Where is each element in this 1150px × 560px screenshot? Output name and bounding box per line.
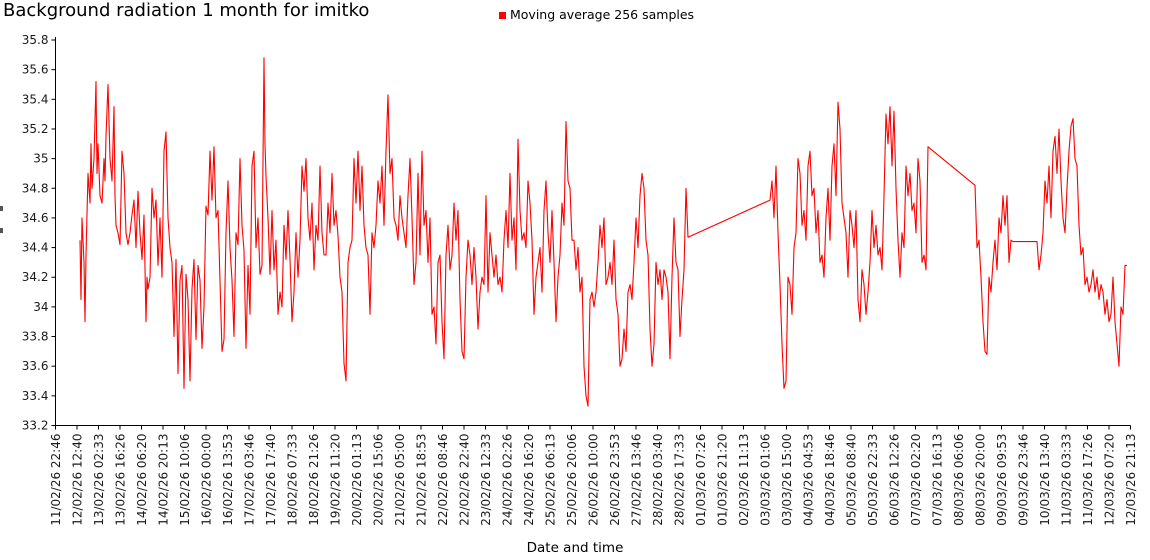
- x-tick-label: 21/02/26 18:53: [415, 434, 429, 526]
- x-tick-label: 05/03/26 08:40: [845, 434, 859, 526]
- x-tick-label: 11/02/26 22:46: [49, 434, 63, 526]
- y-tick-label: 35: [33, 152, 48, 166]
- x-tick-label: 01/03/26 07:26: [694, 434, 708, 526]
- x-tick-label: 12/02/26 12:40: [71, 434, 85, 526]
- legend-label: Moving average 256 samples: [510, 7, 695, 22]
- x-tick-label: 18/02/26 21:26: [307, 434, 321, 526]
- y-tick-label: 35.6: [22, 63, 49, 77]
- y-tick-label: 33.6: [22, 359, 49, 373]
- x-tick-label: 14/02/26 06:20: [135, 434, 149, 526]
- x-tick-label: 26/02/26 23:53: [608, 434, 622, 526]
- y-tick-label: 33.2: [22, 419, 49, 433]
- legend-marker-square: [499, 11, 506, 19]
- x-tick-label: 08/03/26 20:00: [974, 434, 988, 526]
- y-axis-title-fragment: [0, 228, 3, 233]
- y-tick-label: 34.8: [22, 181, 49, 195]
- y-tick-label: 34.4: [22, 241, 49, 255]
- y-tick-label: 33.8: [22, 330, 49, 344]
- y-tick-label: 34.6: [22, 211, 49, 225]
- y-axis-title-fragment: [0, 206, 3, 211]
- x-tick-label: 02/03/26 11:13: [737, 434, 751, 526]
- x-tick-label: 25/02/26 20:06: [565, 434, 579, 526]
- x-axis-title: Date and time: [526, 540, 624, 556]
- x-tick-label: 14/02/26 20:13: [157, 434, 171, 526]
- x-tick-label: 15/02/26 10:06: [178, 434, 192, 526]
- x-tick-label: 13/02/26 16:26: [114, 434, 128, 526]
- x-tick-label: 07/03/26 02:20: [909, 434, 923, 526]
- chart-title: Background radiation 1 month for imitko: [3, 0, 370, 21]
- x-tick-label: 09/03/26 09:53: [995, 434, 1009, 526]
- x-tick-label: 04/03/26 18:46: [823, 434, 837, 526]
- y-tick-label: 35.8: [22, 33, 49, 47]
- x-tick-label: 12/03/26 07:20: [1103, 434, 1117, 526]
- x-tick-label: 06/03/26 12:26: [888, 434, 902, 526]
- y-tick-label: 34: [33, 300, 48, 314]
- x-tick-label: 22/02/26 22:40: [458, 434, 472, 526]
- x-tick-label: 13/02/26 02:33: [92, 434, 106, 526]
- x-tick-label: 05/03/26 22:33: [866, 434, 880, 526]
- x-tick-label: 16/02/26 00:00: [200, 434, 214, 526]
- x-tick-label: 20/02/26 01:13: [350, 434, 364, 526]
- x-tick-label: 17/02/26 17:40: [264, 434, 278, 526]
- x-tick-label: 08/03/26 06:06: [952, 434, 966, 526]
- x-tick-label: 09/03/26 23:46: [1017, 434, 1031, 526]
- x-tick-label: 04/03/26 04:53: [802, 434, 816, 526]
- x-tick-label: 17/02/26 03:46: [243, 434, 257, 526]
- x-tick-label: 07/03/26 16:13: [931, 434, 945, 526]
- x-tick-label: 03/03/26 01:06: [759, 434, 773, 526]
- x-tick-label: 21/02/26 05:00: [393, 434, 407, 526]
- x-tick-label: 28/02/26 17:33: [673, 434, 687, 526]
- x-tick-label: 12/03/26 21:13: [1124, 434, 1138, 526]
- y-tick-label: 35.4: [22, 92, 49, 106]
- x-tick-label: 26/02/26 10:00: [587, 434, 601, 526]
- x-tick-label: 24/02/26 02:26: [501, 434, 515, 526]
- y-tick-label: 34.2: [22, 270, 49, 284]
- series-line: [79, 57, 1127, 407]
- x-tick-label: 25/02/26 06:13: [544, 434, 558, 526]
- x-tick-label: 24/02/26 16:20: [522, 434, 536, 526]
- x-tick-label: 27/02/26 13:46: [630, 434, 644, 526]
- y-tick-label: 33.4: [22, 389, 49, 403]
- x-tick-label: 16/02/26 13:53: [221, 434, 235, 526]
- x-tick-label: 23/02/26 12:33: [479, 434, 493, 526]
- x-tick-label: 19/02/26 11:20: [329, 434, 343, 526]
- x-tick-label: 28/02/26 03:40: [651, 434, 665, 526]
- x-tick-label: 01/03/26 21:20: [716, 434, 730, 526]
- x-tick-label: 03/03/26 15:00: [780, 434, 794, 526]
- x-tick-label: 11/03/26 17:26: [1081, 434, 1095, 526]
- legend: Moving average 256 samples: [499, 7, 694, 22]
- x-tick-label: 10/03/26 13:40: [1038, 434, 1052, 526]
- x-tick-label: 18/02/26 07:33: [286, 434, 300, 526]
- y-tick-label: 35.2: [22, 122, 49, 136]
- x-tick-label: 11/03/26 03:33: [1060, 434, 1074, 526]
- x-tick-label: 22/02/26 08:46: [436, 434, 450, 526]
- x-tick-label: 20/02/26 15:06: [372, 434, 386, 526]
